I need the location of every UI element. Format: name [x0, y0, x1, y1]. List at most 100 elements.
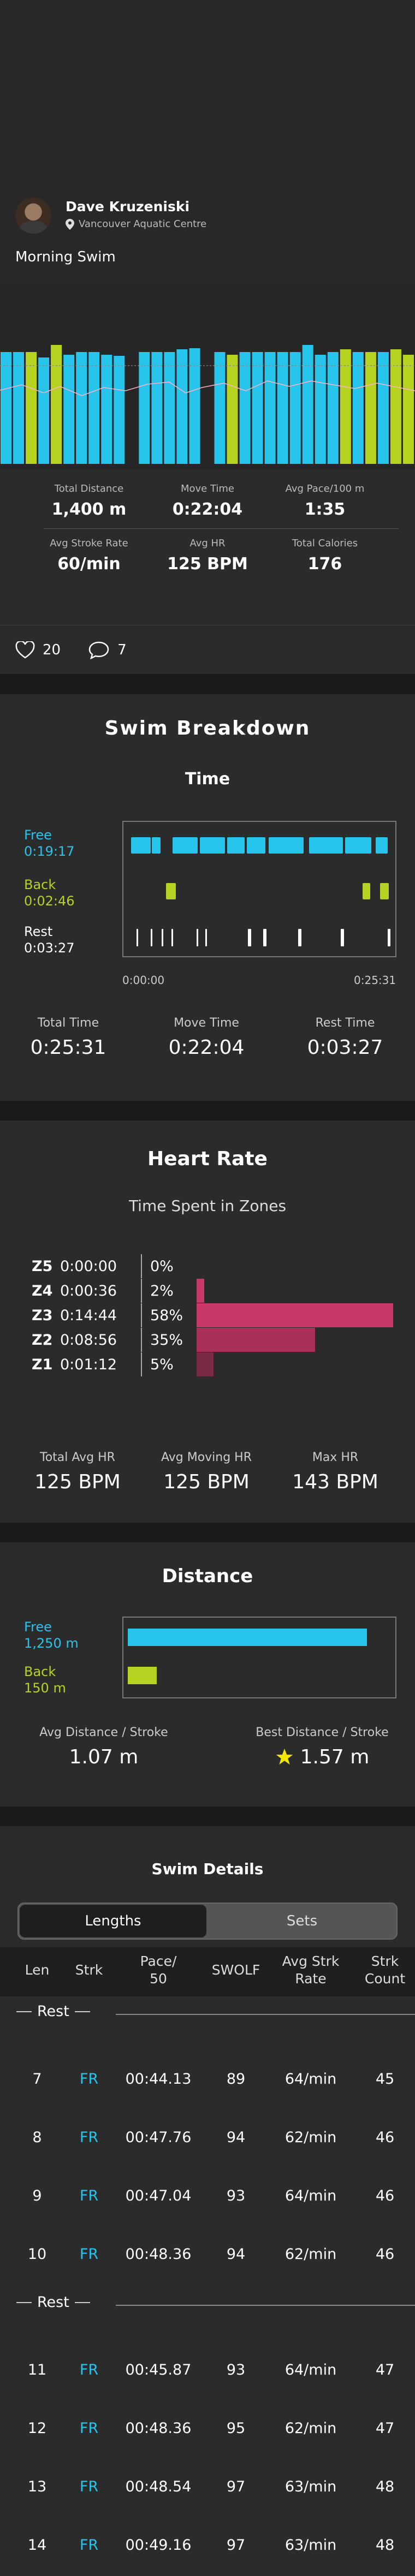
- cell-rate: 64/min: [284, 2362, 337, 2378]
- stat-avg-stroke-rate: Avg Stroke Rate 60/min: [34, 538, 144, 574]
- axis-start: 0:00:00: [122, 974, 165, 987]
- cell-swolf: 93: [226, 2362, 246, 2378]
- breakdown-title: Swim Breakdown: [104, 717, 311, 740]
- table-row[interactable]: 9 FR 00:47.04 93 64/min 46: [0, 2185, 415, 2207]
- table-row[interactable]: 13 FR 00:48.54 97 63/min 48: [0, 2476, 415, 2498]
- rest-segment: [197, 929, 198, 946]
- cell-count: 48: [375, 2537, 395, 2554]
- cell-len: 7: [32, 2071, 42, 2088]
- stat-avg-hr: Avg HR 125 BPM: [153, 538, 262, 574]
- user-name[interactable]: Dave Kruzeniski: [66, 199, 190, 214]
- tab-sets[interactable]: Sets: [286, 1913, 318, 1929]
- stat-total-distance: Total Distance 1,400 m: [34, 483, 144, 519]
- zone-pct: 35%: [150, 1332, 183, 1349]
- rest-time: Rest Time 0:03:27: [280, 1016, 411, 1059]
- rest-dash: [16, 2011, 32, 2012]
- details-tabs: Lengths Sets: [17, 1903, 398, 1940]
- cell-rate: 63/min: [284, 2537, 337, 2554]
- swim-breakdown-card: Swim Breakdown Time Free 0:19:17 Back 0:…: [0, 694, 415, 1101]
- social-bar: 20 7: [0, 625, 415, 674]
- cell-rate: 64/min: [284, 2187, 337, 2204]
- zone-time: 0:08:56: [60, 1332, 117, 1349]
- zone-bar: [197, 1328, 316, 1352]
- rest-row: Rest: [0, 2294, 415, 2316]
- stat-label: Total Calories: [292, 538, 358, 549]
- legend-back: Back 0:02:46: [24, 876, 75, 909]
- length-bar-free: [277, 352, 288, 464]
- free-segment: [200, 837, 225, 854]
- stat-value-row: 1.57 m: [240, 1746, 404, 1768]
- zone-pct: 0%: [150, 1258, 174, 1275]
- activity-header: Dave Kruzeniski Vancouver Aquatic Centre…: [0, 0, 415, 284]
- stat-value: 1.57 m: [300, 1746, 370, 1768]
- cell-rate: 63/min: [284, 2478, 337, 2495]
- cell-count: 45: [375, 2071, 395, 2088]
- rest-segment: [388, 929, 390, 946]
- free-segment: [247, 837, 265, 854]
- legend-value: 0:19:17: [24, 844, 75, 859]
- cell-rate: 62/min: [284, 2129, 337, 2146]
- rest-label-wrap: Rest: [16, 2003, 98, 2020]
- avg-distance-stroke: Avg Distance / Stroke 1.07 m: [38, 1726, 169, 1768]
- table-row[interactable]: 10 FR 00:48.36 94 62/min 46: [0, 2244, 415, 2265]
- col-pace: Pace/ 50: [140, 1953, 177, 1987]
- tab-lengths[interactable]: Lengths: [20, 1905, 206, 1937]
- col-avg-strk-rate: Avg Strk Rate: [282, 1953, 340, 1987]
- legend-name: Back: [24, 1664, 56, 1679]
- length-bar-free: [289, 352, 301, 464]
- like-button[interactable]: 20: [15, 641, 61, 659]
- stat-label: Total Distance: [54, 483, 124, 494]
- length-bar-free: [151, 352, 163, 464]
- table-row[interactable]: 14 FR 00:49.16 97 63/min 48: [0, 2535, 415, 2556]
- table-row[interactable]: 8 FR 00:47.76 94 62/min 46: [0, 2127, 415, 2149]
- col-len: Len: [25, 1962, 50, 1978]
- free-segment: [269, 837, 304, 854]
- location-label: Vancouver Aquatic Centre: [79, 218, 207, 230]
- cell-len: 9: [32, 2187, 42, 2204]
- length-bar-free: [114, 356, 125, 464]
- cell-pace: 00:48.36: [125, 2246, 192, 2263]
- length-bar-back: [340, 349, 351, 464]
- avatar[interactable]: [15, 198, 51, 234]
- zone-divider: [141, 1328, 142, 1352]
- hr-zone-row: Z1 0:01:12 5%: [0, 1352, 415, 1376]
- distance-chart: [122, 1617, 396, 1698]
- length-bar-free: [315, 355, 326, 464]
- length-chart: [0, 284, 415, 469]
- stat-avg-pace: Avg Pace/100 m 1:35: [270, 483, 380, 519]
- free-segment: [376, 837, 388, 854]
- stat-value: 60/min: [57, 554, 121, 574]
- hr-avg-moving: Avg Moving HR 125 BPM: [141, 1451, 272, 1493]
- rest-segment: [137, 929, 138, 946]
- stat-total-calories: Total Calories 176: [270, 538, 380, 574]
- zone-bar: [197, 1303, 393, 1327]
- cell-swolf: 97: [226, 2537, 246, 2554]
- rest-segment: [205, 929, 207, 946]
- location-pin-icon: [66, 218, 74, 230]
- table-row[interactable]: 11 FR 00:45.87 93 64/min 47: [0, 2359, 415, 2381]
- length-bar-free: [264, 352, 276, 464]
- cell-swolf: 95: [226, 2420, 246, 2437]
- hr-zone-row: Z3 0:14:44 58%: [0, 1303, 415, 1327]
- rest-row: Rest: [0, 2003, 415, 2025]
- legend-value: 0:02:46: [24, 893, 75, 909]
- stat-value: 0:22:04: [168, 1036, 245, 1059]
- length-bar-free: [302, 345, 313, 464]
- rest-label: Rest: [37, 2294, 69, 2311]
- table-row[interactable]: 12 FR 00:48.36 95 62/min 47: [0, 2418, 415, 2440]
- rest-dash: [16, 2301, 32, 2303]
- back-segment: [380, 883, 389, 899]
- cell-swolf: 94: [226, 2129, 246, 2146]
- table-row[interactable]: 7 FR 00:44.13 89 64/min 45: [0, 2068, 415, 2090]
- stat-label: Move Time: [180, 483, 235, 494]
- zone-divider: [141, 1254, 142, 1278]
- cell-strk: FR: [79, 2129, 99, 2146]
- length-bar-free: [327, 352, 339, 464]
- col-strk-count: Strk Count: [364, 1953, 406, 1987]
- stat-label: Avg Stroke Rate: [50, 538, 128, 549]
- move-time: Move Time 0:22:04: [141, 1016, 272, 1059]
- length-bar-back: [365, 352, 376, 464]
- length-bar-back: [390, 349, 401, 464]
- cell-len: 13: [27, 2478, 47, 2495]
- comment-button[interactable]: 7: [88, 641, 127, 659]
